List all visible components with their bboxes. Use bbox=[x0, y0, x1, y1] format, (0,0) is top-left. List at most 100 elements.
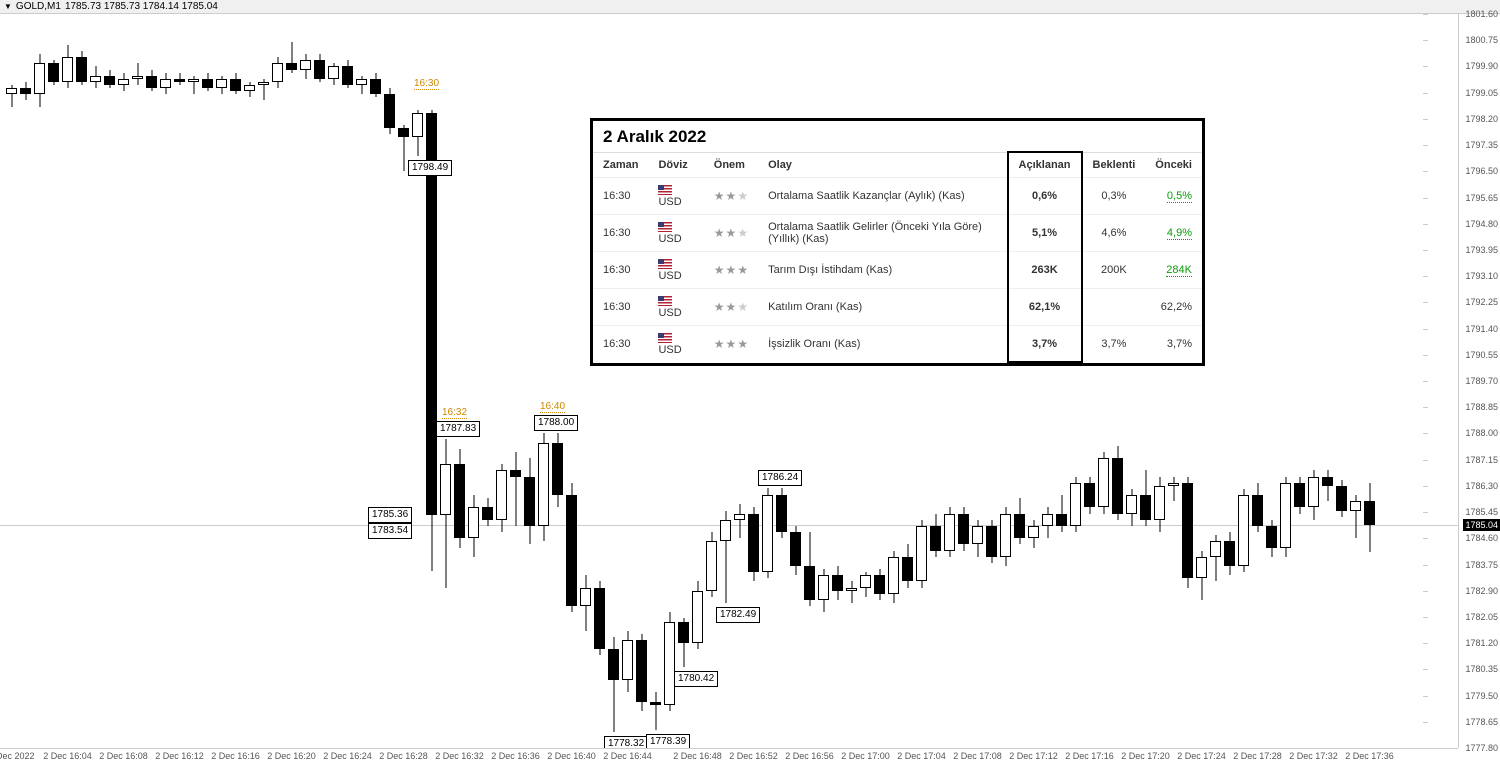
xaxis-tick: 2 Dec 16:20 bbox=[267, 751, 316, 761]
xaxis-tick: 2 Dec 17:32 bbox=[1289, 751, 1338, 761]
time-annotation: 16:30 bbox=[414, 78, 439, 90]
yaxis-tick: 1782.90 bbox=[1465, 586, 1498, 596]
price-axis: 1777.801778.651779.501780.351781.201782.… bbox=[1458, 14, 1500, 748]
star-icon: ★ bbox=[714, 300, 725, 314]
yaxis-tick: 1801.60 bbox=[1465, 9, 1498, 19]
xaxis-tick: 2 Dec 17:04 bbox=[897, 751, 946, 761]
xaxis-tick: 2 Dec 17:24 bbox=[1177, 751, 1226, 761]
star-icon: ★ bbox=[726, 189, 737, 203]
yaxis-tick: 1791.40 bbox=[1465, 324, 1498, 334]
price-annotation: 1782.49 bbox=[716, 607, 760, 623]
econ-currency: USD bbox=[648, 289, 703, 326]
econ-importance: ★★★ bbox=[704, 178, 758, 215]
yaxis-tick: 1792.25 bbox=[1465, 297, 1498, 307]
econ-title: 2 Aralık 2022 bbox=[593, 121, 1202, 151]
price-annotation: 1783.54 bbox=[368, 523, 412, 539]
econ-row: 16:30USD★★★Ortalama Saatlik Kazançlar (A… bbox=[593, 178, 1202, 215]
xaxis-tick: 2 Dec 17:20 bbox=[1121, 751, 1170, 761]
econ-currency: USD bbox=[648, 215, 703, 252]
xaxis-tick: 2 Dec 17:36 bbox=[1345, 751, 1394, 761]
econ-forecast: 200K bbox=[1082, 252, 1146, 289]
econ-previous: 3,7% bbox=[1145, 326, 1202, 363]
econ-importance: ★★★ bbox=[704, 326, 758, 363]
econ-actual: 3,7% bbox=[1008, 326, 1082, 363]
yaxis-tick: 1797.35 bbox=[1465, 140, 1498, 150]
econ-header: Döviz bbox=[648, 152, 703, 178]
econ-header: Önceki bbox=[1145, 152, 1202, 178]
xaxis-tick: 2 Dec 17:00 bbox=[841, 751, 890, 761]
econ-event: Katılım Oranı (Kas) bbox=[758, 289, 1007, 326]
yaxis-tick: 1782.05 bbox=[1465, 612, 1498, 622]
xaxis-tick: 2 Dec 16:24 bbox=[323, 751, 372, 761]
yaxis-tick: 1781.20 bbox=[1465, 638, 1498, 648]
econ-header: Beklenti bbox=[1082, 152, 1146, 178]
dropdown-icon[interactable]: ▼ bbox=[4, 2, 12, 11]
star-icon: ★ bbox=[714, 263, 725, 277]
flag-icon bbox=[658, 333, 672, 343]
time-annotation: 16:40 bbox=[540, 401, 565, 413]
xaxis-tick: 2 Dec 17:16 bbox=[1065, 751, 1114, 761]
econ-time: 16:30 bbox=[593, 215, 648, 252]
price-annotation: 1798.49 bbox=[408, 160, 452, 176]
econ-forecast: 3,7% bbox=[1082, 326, 1146, 363]
econ-row: 16:30USD★★★Katılım Oranı (Kas)62,1%62,2% bbox=[593, 289, 1202, 326]
econ-importance: ★★★ bbox=[704, 252, 758, 289]
econ-previous: 4,9% bbox=[1145, 215, 1202, 252]
econ-actual: 263K bbox=[1008, 252, 1082, 289]
xaxis-tick: 2 Dec 2022 bbox=[0, 751, 35, 761]
yaxis-tick: 1788.85 bbox=[1465, 402, 1498, 412]
xaxis-tick: 2 Dec 17:12 bbox=[1009, 751, 1058, 761]
yaxis-tick: 1793.10 bbox=[1465, 271, 1498, 281]
time-annotation: 16:32 bbox=[442, 407, 467, 419]
price-annotation: 1780.42 bbox=[674, 671, 718, 687]
econ-forecast: 0,3% bbox=[1082, 178, 1146, 215]
econ-forecast bbox=[1082, 289, 1146, 326]
yaxis-tick: 1784.60 bbox=[1465, 533, 1498, 543]
econ-time: 16:30 bbox=[593, 252, 648, 289]
econ-header: Açıklanan bbox=[1008, 152, 1082, 178]
yaxis-tick: 1779.50 bbox=[1465, 691, 1498, 701]
econ-currency: USD bbox=[648, 178, 703, 215]
symbol-label: GOLD,M1 bbox=[16, 1, 61, 12]
yaxis-tick: 1796.50 bbox=[1465, 166, 1498, 176]
econ-importance: ★★★ bbox=[704, 215, 758, 252]
yaxis-tick: 1794.80 bbox=[1465, 219, 1498, 229]
price-annotation: 1786.24 bbox=[758, 470, 802, 486]
econ-actual: 0,6% bbox=[1008, 178, 1082, 215]
econ-header: Olay bbox=[758, 152, 1007, 178]
xaxis-tick: 2 Dec 16:48 bbox=[673, 751, 722, 761]
yaxis-tick: 1789.70 bbox=[1465, 376, 1498, 386]
econ-header: Zaman bbox=[593, 152, 648, 178]
xaxis-tick: 2 Dec 17:28 bbox=[1233, 751, 1282, 761]
star-icon: ★ bbox=[737, 189, 748, 203]
xaxis-tick: 2 Dec 16:56 bbox=[785, 751, 834, 761]
econ-actual: 5,1% bbox=[1008, 215, 1082, 252]
econ-forecast: 4,6% bbox=[1082, 215, 1146, 252]
price-annotation: 1787.83 bbox=[436, 421, 480, 437]
econ-time: 16:30 bbox=[593, 326, 648, 363]
econ-row: 16:30USD★★★Ortalama Saatlik Gelirler (Ön… bbox=[593, 215, 1202, 252]
star-icon: ★ bbox=[726, 300, 737, 314]
star-icon: ★ bbox=[714, 337, 725, 351]
star-icon: ★ bbox=[726, 226, 737, 240]
xaxis-tick: 2 Dec 16:32 bbox=[435, 751, 484, 761]
econ-previous: 284K bbox=[1145, 252, 1202, 289]
econ-event: Ortalama Saatlik Kazançlar (Aylık) (Kas) bbox=[758, 178, 1007, 215]
econ-event: İşsizlik Oranı (Kas) bbox=[758, 326, 1007, 363]
econ-previous: 0,5% bbox=[1145, 178, 1202, 215]
yaxis-tick: 1788.00 bbox=[1465, 428, 1498, 438]
star-icon: ★ bbox=[737, 337, 748, 351]
xaxis-tick: 2 Dec 16:08 bbox=[99, 751, 148, 761]
price-annotation: 1785.36 bbox=[368, 507, 412, 523]
yaxis-tick: 1786.30 bbox=[1465, 481, 1498, 491]
econ-row: 16:30USD★★★Tarım Dışı İstihdam (Kas)263K… bbox=[593, 252, 1202, 289]
econ-previous: 62,2% bbox=[1145, 289, 1202, 326]
xaxis-tick: 2 Dec 16:44 bbox=[603, 751, 652, 761]
econ-actual: 62,1% bbox=[1008, 289, 1082, 326]
econ-time: 16:30 bbox=[593, 178, 648, 215]
yaxis-tick: 1780.35 bbox=[1465, 664, 1498, 674]
xaxis-tick: 2 Dec 16:16 bbox=[211, 751, 260, 761]
econ-event: Ortalama Saatlik Gelirler (Önceki Yıla G… bbox=[758, 215, 1007, 252]
econ-importance: ★★★ bbox=[704, 289, 758, 326]
econ-currency: USD bbox=[648, 252, 703, 289]
